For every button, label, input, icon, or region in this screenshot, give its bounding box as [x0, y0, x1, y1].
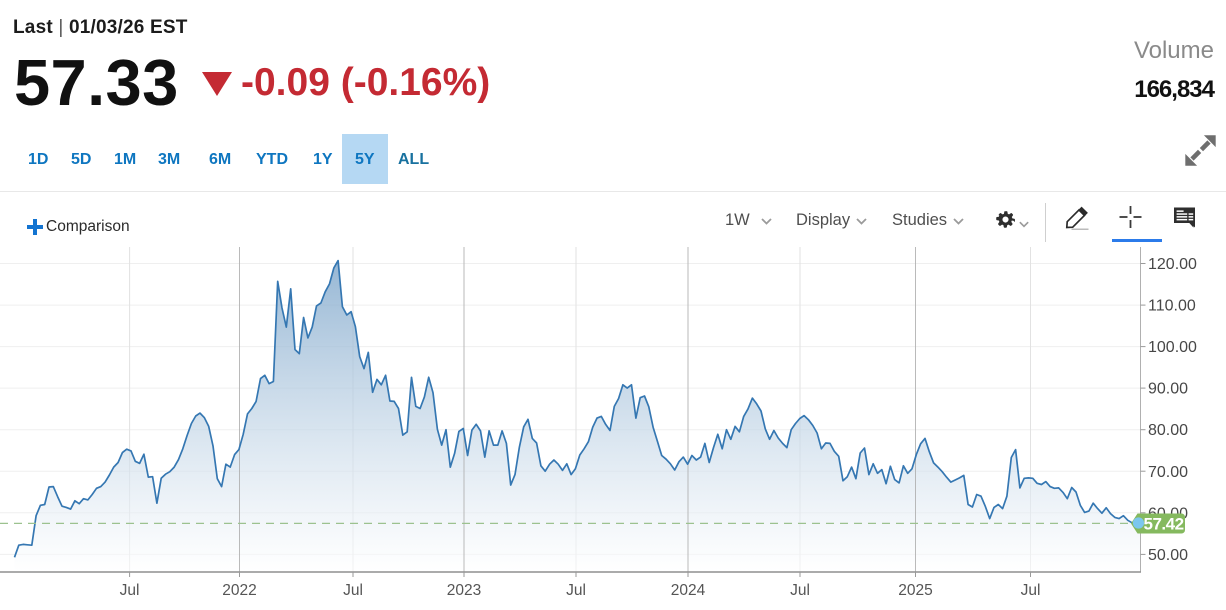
- svg-text:Jul: Jul: [343, 582, 363, 599]
- svg-text:Jul: Jul: [1021, 582, 1041, 599]
- svg-text:2025: 2025: [898, 582, 932, 599]
- svg-text:Jul: Jul: [566, 582, 586, 599]
- svg-text:2024: 2024: [671, 582, 706, 599]
- svg-text:2022: 2022: [222, 582, 256, 599]
- svg-text:70.00: 70.00: [1148, 464, 1188, 481]
- svg-text:2023: 2023: [447, 582, 481, 599]
- svg-text:120.00: 120.00: [1148, 256, 1197, 273]
- svg-text:57.42: 57.42: [1144, 515, 1184, 534]
- svg-text:Jul: Jul: [790, 582, 810, 599]
- svg-text:Jul: Jul: [120, 582, 140, 599]
- svg-text:100.00: 100.00: [1148, 339, 1197, 356]
- svg-text:50.00: 50.00: [1148, 547, 1188, 564]
- svg-text:110.00: 110.00: [1148, 298, 1196, 315]
- svg-text:80.00: 80.00: [1148, 422, 1188, 439]
- svg-text:90.00: 90.00: [1148, 381, 1188, 398]
